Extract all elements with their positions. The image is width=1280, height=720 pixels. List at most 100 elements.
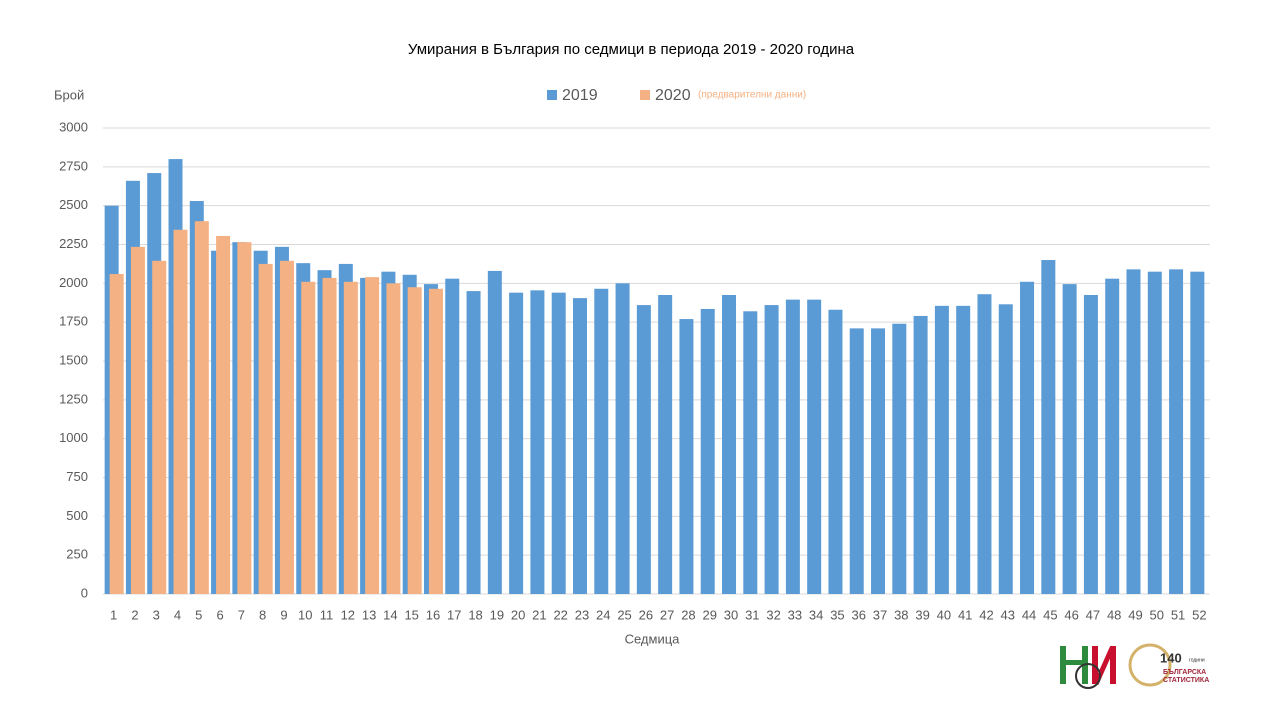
bar — [1126, 269, 1141, 594]
y-tick-label: 0 — [81, 585, 88, 600]
x-tick-label: 22 — [553, 607, 567, 622]
x-tick-label: 45 — [1043, 607, 1057, 622]
x-tick-label: 23 — [575, 607, 589, 622]
x-tick-label: 33 — [788, 607, 802, 622]
x-tick-label: 34 — [809, 607, 823, 622]
y-tick-label: 3000 — [59, 119, 88, 134]
x-tick-label: 13 — [362, 607, 376, 622]
x-tick-label: 31 — [745, 607, 759, 622]
bar — [130, 246, 145, 594]
x-tick-label: 40 — [937, 607, 951, 622]
bar — [237, 242, 252, 595]
x-tick-label: 19 — [490, 607, 504, 622]
bar — [428, 288, 443, 594]
bar — [530, 290, 545, 594]
x-tick-label: 26 — [639, 607, 653, 622]
bar — [1083, 294, 1098, 594]
bar — [594, 288, 609, 594]
bar — [764, 305, 779, 594]
logo-line: СТАТИСТИКА — [1163, 677, 1209, 684]
x-tick-label: 10 — [298, 607, 312, 622]
x-tick-label: 24 — [596, 607, 610, 622]
y-tick-label: 250 — [66, 547, 88, 562]
bar — [956, 305, 971, 594]
x-tick-label: 29 — [702, 607, 716, 622]
x-tick-label: 36 — [852, 607, 866, 622]
x-axis-label: Седмица — [625, 631, 681, 646]
y-tick-label: 2000 — [59, 275, 88, 290]
y-tick-label: 1500 — [59, 352, 88, 367]
bar — [658, 294, 673, 594]
bar — [322, 277, 337, 594]
x-tick-label: 11 — [320, 607, 334, 622]
annotation: (предварителни данни) — [698, 90, 806, 101]
x-tick-label: 37 — [873, 607, 887, 622]
x-tick-label: 46 — [1064, 607, 1078, 622]
x-tick-label: 15 — [404, 607, 418, 622]
x-tick-label: 14 — [383, 607, 397, 622]
x-tick-label: 4 — [174, 607, 181, 622]
bar — [301, 281, 316, 594]
bar — [871, 328, 886, 594]
bar — [722, 294, 737, 594]
bar — [407, 287, 422, 594]
bar — [849, 328, 864, 594]
x-tick-label: 21 — [532, 607, 546, 622]
y-tick-label: 2250 — [59, 236, 88, 251]
x-tick-label: 7 — [238, 607, 245, 622]
bar — [679, 319, 694, 594]
bar — [1147, 271, 1162, 594]
bar — [1169, 269, 1184, 594]
bar — [173, 229, 188, 594]
bar — [445, 278, 460, 594]
x-tick-label: 1 — [110, 607, 117, 622]
nsi-logo — [1060, 646, 1116, 689]
bar — [615, 283, 630, 594]
bar — [700, 308, 715, 594]
x-tick-label: 6 — [216, 607, 223, 622]
legend-label: 2020 — [655, 87, 691, 104]
x-tick-label: 5 — [195, 607, 202, 622]
x-tick-label: 8 — [259, 607, 266, 622]
y-tick-label: 1000 — [59, 430, 88, 445]
bar — [892, 323, 907, 594]
y-tick-label: 2500 — [59, 197, 88, 212]
x-tick-label: 12 — [341, 607, 355, 622]
x-tick-label: 42 — [979, 607, 993, 622]
legend-swatch — [547, 90, 557, 100]
x-tick-label: 43 — [1001, 607, 1015, 622]
logo-line: БЪЛГАРСКА — [1163, 669, 1206, 676]
bar — [1105, 278, 1120, 594]
legend-swatch — [640, 90, 650, 100]
x-tick-label: 32 — [766, 607, 780, 622]
bar — [1062, 284, 1077, 594]
bar — [386, 283, 401, 594]
x-tick-label: 27 — [660, 607, 674, 622]
x-tick-label: 51 — [1171, 607, 1185, 622]
bar — [977, 294, 992, 594]
x-tick-label: 2 — [131, 607, 138, 622]
legend-label: 2019 — [562, 87, 598, 104]
bar — [913, 315, 928, 594]
bar — [551, 292, 566, 594]
bar — [194, 221, 209, 594]
bar — [216, 235, 231, 594]
bar — [152, 260, 167, 594]
y-tick-label: 1750 — [59, 314, 88, 329]
bar — [1020, 281, 1035, 594]
bar — [258, 263, 273, 594]
x-tick-label: 50 — [1150, 607, 1164, 622]
x-tick-label: 16 — [426, 607, 440, 622]
x-tick-label: 49 — [1128, 607, 1142, 622]
y-axis-label: Брой — [54, 87, 84, 102]
anniversary-logo — [1128, 643, 1172, 687]
x-tick-label: 3 — [153, 607, 160, 622]
bar — [109, 274, 124, 594]
y-tick-label: 1250 — [59, 391, 88, 406]
bar — [743, 311, 758, 594]
x-tick-label: 9 — [280, 607, 287, 622]
bar — [934, 305, 949, 594]
bar — [807, 299, 822, 594]
chart-title: Умирания в България по седмици в периода… — [408, 41, 855, 58]
